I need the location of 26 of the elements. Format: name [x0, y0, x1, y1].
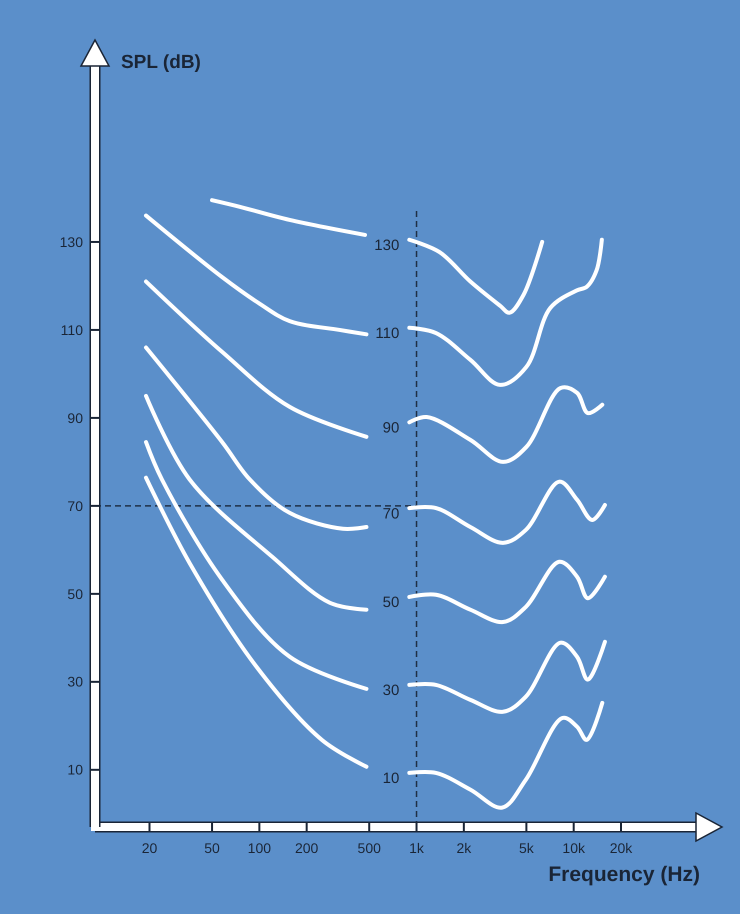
y-tick-label: 70	[67, 498, 84, 514]
y-tick-label: 90	[67, 410, 84, 426]
series-label: 10	[382, 770, 400, 788]
y-tick-label: 110	[60, 322, 84, 338]
x-tick-label: 20	[142, 840, 158, 856]
series-label: 130	[374, 237, 400, 254]
y-tick-label: 30	[67, 674, 84, 690]
x-tick-label: 1k	[409, 840, 425, 856]
x-tick-label: 20k	[610, 840, 634, 856]
x-tick-label: 200	[294, 840, 319, 856]
series-label: 70	[382, 505, 400, 522]
series-label: 30	[382, 682, 400, 700]
x-tick-label: 2k	[456, 840, 472, 856]
x-tick-label: 5k	[518, 840, 535, 856]
y-tick-label: 130	[60, 234, 84, 250]
series-label: 50	[382, 594, 400, 612]
x-tick-label: 50	[204, 840, 220, 856]
y-tick-label: 50	[67, 586, 84, 602]
x-axis-title: Frequency (Hz)	[548, 863, 700, 886]
x-tick-label: 100	[248, 840, 272, 856]
x-tick-label: 10k	[562, 840, 586, 856]
y-axis-title: SPL (dB)	[121, 52, 201, 73]
x-tick-label: 500	[358, 840, 382, 856]
series-label: 90	[382, 420, 400, 437]
y-tick-label: 10	[67, 762, 84, 778]
series-label: 110	[375, 324, 400, 342]
